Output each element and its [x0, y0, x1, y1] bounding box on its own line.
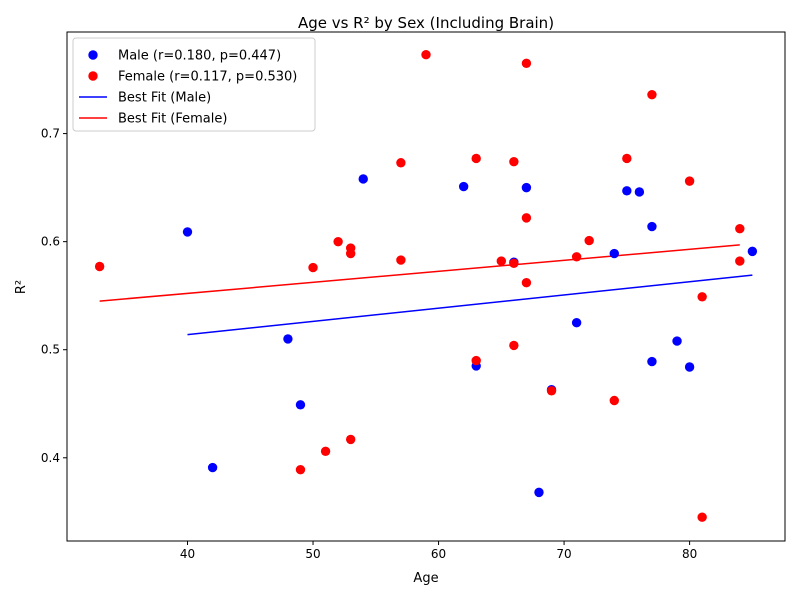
legend-marker — [88, 50, 98, 60]
data-point-series-0 — [534, 487, 544, 498]
data-points — [94, 49, 758, 522]
best-fit-lines — [99, 244, 753, 336]
data-point-series-0 — [295, 400, 306, 410]
data-point-series-0 — [622, 186, 632, 196]
x-axis-label: Age — [413, 571, 438, 586]
data-point-series-1 — [697, 512, 707, 522]
data-point-series-1 — [308, 262, 318, 273]
data-point-series-1 — [584, 235, 594, 246]
y-tick-label: 0.5 — [41, 343, 60, 357]
data-point-series-1 — [735, 223, 745, 234]
data-point-series-1 — [521, 58, 532, 69]
data-point-series-1 — [521, 213, 532, 223]
plot-frame — [66, 31, 786, 542]
y-tick-label: 0.7 — [41, 127, 60, 141]
data-point-series-0 — [634, 187, 645, 197]
data-point-series-0 — [207, 462, 218, 473]
data-point-series-0 — [458, 181, 469, 192]
x-tick-label: 70 — [556, 547, 571, 561]
data-point-series-1 — [521, 278, 532, 288]
legend-label: Best Fit (Male) — [118, 91, 211, 106]
data-point-series-1 — [684, 176, 695, 186]
data-point-series-0 — [283, 334, 293, 344]
data-point-series-1 — [471, 153, 481, 164]
data-point-series-0 — [747, 246, 758, 257]
data-point-series-0 — [358, 174, 368, 184]
best-fit-line-2 — [187, 274, 753, 336]
data-point-series-0 — [672, 336, 682, 346]
data-point-series-1 — [509, 258, 519, 268]
chart-title: Age vs R² by Sex (Including Brain) — [298, 14, 554, 32]
data-point-series-1 — [509, 340, 519, 351]
data-point-series-1 — [609, 395, 619, 406]
legend-label: Female (r=0.117, p=0.530) — [118, 70, 297, 85]
legend: Male (r=0.180, p=0.447) Female (r=0.117, … — [72, 37, 316, 132]
data-point-series-0 — [647, 356, 657, 367]
data-point-series-1 — [471, 355, 481, 366]
data-point-series-1 — [496, 256, 507, 266]
x-axis-ticks: 40 50 60 70 80 — [180, 541, 697, 561]
data-point-series-0 — [609, 248, 619, 259]
legend-box — [72, 37, 316, 132]
data-point-series-1 — [345, 434, 356, 445]
data-point-series-1 — [647, 89, 657, 100]
data-point-series-1 — [345, 248, 356, 259]
data-point-series-1 — [571, 252, 582, 262]
data-point-series-1 — [320, 446, 331, 457]
y-axis-label: R² — [14, 280, 29, 294]
data-point-series-0 — [182, 227, 193, 237]
legend-label: Male (r=0.180, p=0.447) — [118, 49, 281, 64]
data-point-series-1 — [546, 386, 557, 396]
x-tick-label: 40 — [180, 547, 195, 561]
data-point-series-1 — [421, 49, 431, 60]
data-point-series-1 — [94, 261, 105, 272]
legend-marker — [88, 71, 98, 81]
data-point-series-1 — [622, 153, 632, 164]
data-point-series-1 — [509, 156, 519, 167]
x-tick-label: 50 — [305, 547, 320, 561]
data-point-series-0 — [647, 221, 657, 232]
legend-label: Best Fit (Female) — [118, 112, 227, 127]
data-point-series-0 — [684, 362, 695, 372]
data-point-series-1 — [697, 292, 707, 302]
data-point-series-1 — [333, 236, 343, 247]
y-tick-label: 0.6 — [41, 235, 60, 249]
data-point-series-1 — [396, 158, 406, 168]
x-tick-label: 80 — [682, 547, 697, 561]
y-axis-ticks: 0.4 0.5 0.6 0.7 — [41, 127, 67, 465]
data-point-series-1 — [295, 464, 306, 475]
data-point-series-1 — [735, 256, 745, 266]
y-tick-label: 0.4 — [41, 451, 60, 465]
x-tick-label: 60 — [431, 547, 446, 561]
data-point-series-0 — [571, 318, 582, 328]
data-point-series-0 — [521, 182, 532, 193]
best-fit-line-3 — [99, 244, 740, 302]
data-point-series-1 — [396, 255, 406, 265]
